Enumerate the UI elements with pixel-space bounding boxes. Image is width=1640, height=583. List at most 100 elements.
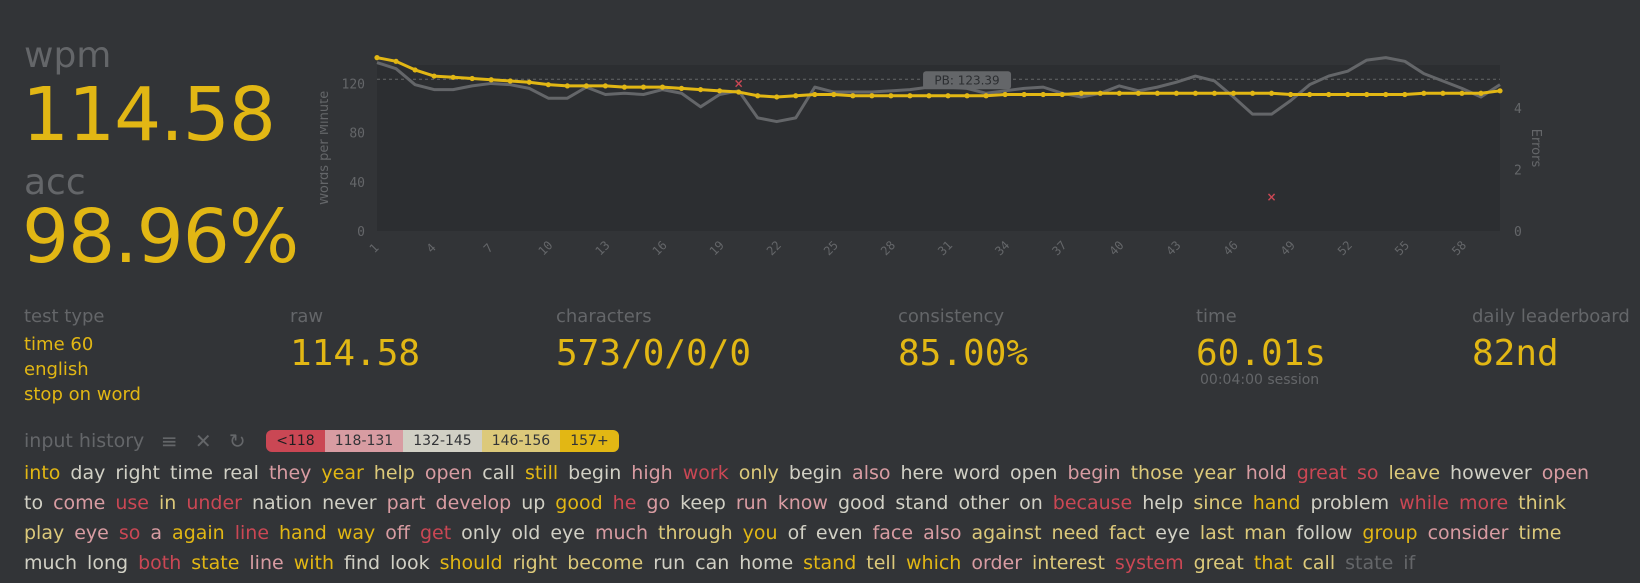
- history-word[interactable]: can: [695, 552, 730, 574]
- history-word[interactable]: nation: [251, 492, 313, 514]
- history-word[interactable]: right: [115, 462, 161, 484]
- history-word[interactable]: run: [735, 492, 768, 514]
- history-word[interactable]: on: [1019, 492, 1043, 514]
- history-word[interactable]: good: [837, 492, 886, 514]
- history-word[interactable]: stand: [803, 552, 857, 574]
- history-word[interactable]: need: [1051, 522, 1100, 544]
- history-word[interactable]: high: [631, 462, 673, 484]
- history-word[interactable]: call: [482, 462, 515, 484]
- history-word[interactable]: also: [923, 522, 962, 544]
- test-type-mode[interactable]: time 60: [24, 334, 94, 355]
- history-word[interactable]: open: [424, 462, 473, 484]
- history-word[interactable]: system: [1114, 552, 1184, 574]
- history-word[interactable]: he: [612, 492, 637, 514]
- history-word[interactable]: year: [321, 462, 364, 484]
- history-word[interactable]: if: [1403, 552, 1416, 574]
- restart-icon[interactable]: ↻: [228, 429, 246, 453]
- history-word[interactable]: think: [1518, 492, 1566, 514]
- test-type-option[interactable]: stop on word: [24, 384, 141, 405]
- history-word[interactable]: come: [53, 492, 106, 514]
- history-word[interactable]: state: [1345, 552, 1394, 574]
- history-word[interactable]: into: [24, 462, 61, 484]
- history-word[interactable]: with: [293, 552, 334, 574]
- history-word[interactable]: word: [953, 462, 1001, 484]
- history-word[interactable]: follow: [1296, 522, 1353, 544]
- history-word[interactable]: group: [1362, 522, 1418, 544]
- history-word[interactable]: which: [905, 552, 962, 574]
- history-word[interactable]: help: [1142, 492, 1184, 514]
- history-word[interactable]: look: [390, 552, 430, 574]
- history-word[interactable]: so: [1356, 462, 1379, 484]
- history-word[interactable]: find: [344, 552, 381, 574]
- history-word[interactable]: good: [555, 492, 603, 514]
- history-word[interactable]: hand: [1252, 492, 1301, 514]
- history-word[interactable]: they: [268, 462, 312, 484]
- history-word[interactable]: state: [191, 552, 240, 574]
- history-word[interactable]: begin: [568, 462, 622, 484]
- history-word[interactable]: tell: [866, 552, 896, 574]
- history-word[interactable]: line: [234, 522, 270, 544]
- history-word[interactable]: also: [852, 462, 891, 484]
- history-word[interactable]: eye: [1155, 522, 1190, 544]
- history-word[interactable]: time: [1518, 522, 1562, 544]
- history-word[interactable]: problem: [1310, 492, 1390, 514]
- history-word[interactable]: eye: [74, 522, 109, 544]
- history-word[interactable]: order: [971, 552, 1023, 574]
- history-word[interactable]: much: [24, 552, 78, 574]
- history-word[interactable]: against: [971, 522, 1042, 544]
- history-word[interactable]: because: [1052, 492, 1133, 514]
- history-word[interactable]: here: [900, 462, 944, 484]
- test-type-language[interactable]: english: [24, 359, 89, 380]
- history-word[interactable]: know: [777, 492, 828, 514]
- history-word[interactable]: fact: [1109, 522, 1146, 544]
- history-word[interactable]: to: [24, 492, 44, 514]
- history-word[interactable]: again: [172, 522, 225, 544]
- history-word[interactable]: hold: [1245, 462, 1287, 484]
- history-word[interactable]: call: [1302, 552, 1336, 574]
- history-word[interactable]: begin: [1067, 462, 1121, 484]
- history-word[interactable]: become: [567, 552, 644, 574]
- history-word[interactable]: under: [186, 492, 242, 514]
- history-word[interactable]: open: [1010, 462, 1058, 484]
- history-word[interactable]: up: [521, 492, 546, 514]
- history-word[interactable]: line: [249, 552, 284, 574]
- history-word[interactable]: old: [511, 522, 541, 544]
- history-word[interactable]: while: [1399, 492, 1449, 514]
- history-word[interactable]: home: [739, 552, 794, 574]
- history-word[interactable]: other: [958, 492, 1010, 514]
- history-word[interactable]: a: [150, 522, 163, 544]
- history-word[interactable]: since: [1193, 492, 1243, 514]
- history-word[interactable]: stand: [895, 492, 949, 514]
- history-word[interactable]: go: [646, 492, 671, 514]
- history-word[interactable]: of: [787, 522, 806, 544]
- history-word[interactable]: still: [524, 462, 559, 484]
- history-word[interactable]: play: [24, 522, 65, 544]
- history-word[interactable]: even: [815, 522, 863, 544]
- history-word[interactable]: year: [1193, 462, 1236, 484]
- history-word[interactable]: more: [1458, 492, 1509, 514]
- history-word[interactable]: use: [115, 492, 149, 514]
- history-word[interactable]: eye: [550, 522, 585, 544]
- history-word[interactable]: run: [653, 552, 686, 574]
- history-word[interactable]: begin: [788, 462, 843, 484]
- history-word[interactable]: through: [658, 522, 733, 544]
- history-word[interactable]: keep: [680, 492, 726, 514]
- history-word[interactable]: those: [1130, 462, 1184, 484]
- history-word[interactable]: hand: [279, 522, 327, 544]
- history-word[interactable]: in: [159, 492, 177, 514]
- history-word[interactable]: only: [461, 522, 502, 544]
- history-word[interactable]: develop: [435, 492, 512, 514]
- history-word[interactable]: both: [138, 552, 182, 574]
- history-word[interactable]: great: [1193, 552, 1244, 574]
- history-word[interactable]: interest: [1032, 552, 1105, 574]
- history-word[interactable]: get: [419, 522, 452, 544]
- history-word[interactable]: open: [1541, 462, 1590, 484]
- history-word[interactable]: right: [512, 552, 558, 574]
- history-word[interactable]: work: [682, 462, 729, 484]
- history-word[interactable]: should: [439, 552, 503, 574]
- history-word[interactable]: last: [1199, 522, 1235, 544]
- list-icon[interactable]: ≡: [160, 429, 178, 453]
- history-word[interactable]: time: [170, 462, 213, 484]
- history-word[interactable]: however: [1450, 462, 1532, 484]
- history-word[interactable]: consider: [1427, 522, 1509, 544]
